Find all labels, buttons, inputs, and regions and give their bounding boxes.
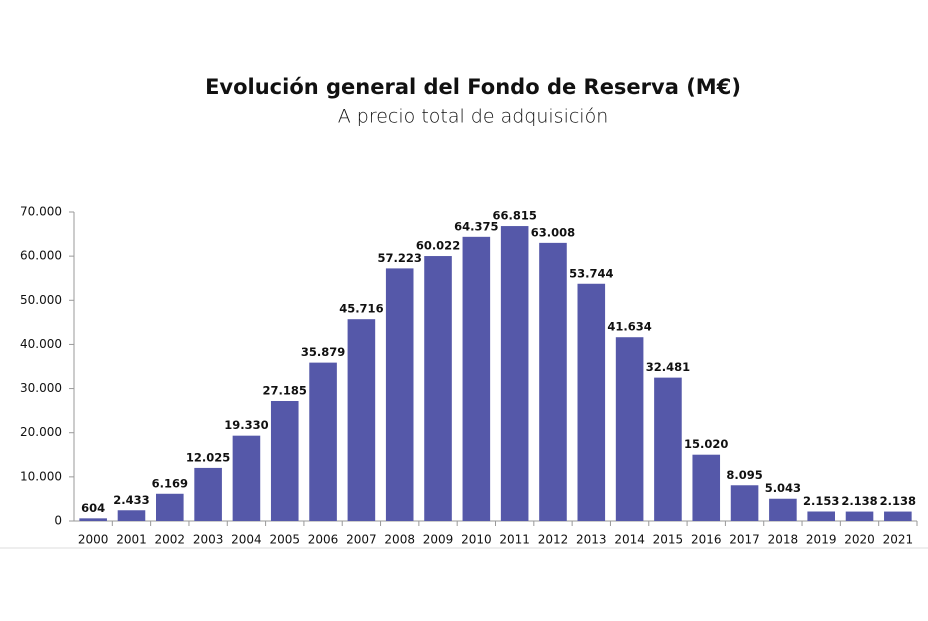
value-label: 8.095 [726, 468, 762, 482]
value-label: 45.716 [339, 302, 383, 316]
value-label: 12.025 [186, 450, 230, 464]
y-tick-label: 10.000 [20, 469, 62, 483]
x-tick-label: 2003 [193, 533, 224, 547]
x-tick-label: 2000 [78, 533, 109, 547]
value-label: 57.223 [378, 251, 422, 265]
bar [807, 511, 835, 521]
y-tick-label: 50.000 [20, 293, 62, 307]
value-label: 64.375 [454, 219, 498, 233]
x-tick-label: 2008 [384, 533, 415, 547]
bar [692, 454, 721, 521]
bar [194, 467, 222, 521]
value-label: 53.744 [569, 266, 613, 280]
x-tick-label: 2011 [499, 533, 530, 547]
value-label: 63.008 [531, 225, 575, 239]
x-tick-label: 2019 [806, 533, 837, 547]
x-tick-label: 2004 [231, 533, 262, 547]
bar [654, 377, 682, 521]
value-label: 15.020 [684, 437, 728, 451]
value-label: 5.043 [765, 481, 801, 495]
bar [769, 498, 797, 521]
value-label: 604 [81, 501, 105, 515]
bar [845, 511, 874, 521]
x-tick-label: 2016 [691, 533, 722, 547]
x-tick-label: 2017 [729, 533, 760, 547]
x-tick-label: 2015 [653, 533, 684, 547]
x-tick-label: 2012 [538, 533, 569, 547]
chart-subtitle: A precio total de adquisición [338, 106, 609, 128]
x-tick-label: 2013 [576, 533, 607, 547]
bar [232, 435, 261, 521]
bar [79, 518, 107, 521]
bar [385, 268, 414, 521]
value-label: 6.169 [152, 476, 188, 490]
chart-title: Evolución general del Fondo de Reserva (… [205, 75, 741, 99]
value-label: 66.815 [492, 209, 536, 223]
value-label: 19.330 [224, 418, 268, 432]
x-tick-label: 2021 [883, 533, 914, 547]
value-label: 2.138 [841, 494, 877, 508]
value-label: 2.153 [803, 494, 839, 508]
value-label: 2.433 [113, 493, 149, 507]
bar [156, 493, 184, 521]
x-tick-label: 2002 [155, 533, 186, 547]
y-tick-label: 70.000 [20, 205, 62, 219]
y-tick-label: 40.000 [20, 337, 62, 351]
bar [615, 337, 644, 521]
y-tick-label: 0 [54, 514, 62, 528]
value-label: 35.879 [301, 345, 345, 359]
x-tick-label: 2014 [614, 533, 645, 547]
bar [117, 510, 146, 521]
x-tick-label: 2005 [269, 533, 300, 547]
bar [462, 236, 491, 521]
bar [730, 485, 759, 521]
value-label: 41.634 [607, 320, 651, 334]
y-tick-label: 60.000 [20, 249, 62, 263]
bar [424, 256, 452, 521]
value-label: 27.185 [263, 383, 307, 397]
bar [884, 511, 912, 521]
bar [500, 226, 529, 521]
x-tick-label: 2001 [116, 533, 147, 547]
bar [539, 242, 567, 521]
x-tick-label: 2006 [308, 533, 339, 547]
bar [347, 319, 376, 521]
y-tick-label: 20.000 [20, 425, 62, 439]
x-tick-label: 2010 [461, 533, 492, 547]
y-tick-label: 30.000 [20, 381, 62, 395]
bar [577, 283, 606, 521]
x-tick-label: 2020 [844, 533, 875, 547]
x-tick-label: 2009 [423, 533, 454, 547]
value-label: 32.481 [646, 360, 690, 374]
value-label: 2.138 [880, 494, 916, 508]
x-tick-label: 2018 [768, 533, 799, 547]
value-label: 60.022 [416, 239, 460, 253]
bar [309, 362, 337, 521]
x-tick-label: 2007 [346, 533, 377, 547]
bar [270, 400, 299, 521]
